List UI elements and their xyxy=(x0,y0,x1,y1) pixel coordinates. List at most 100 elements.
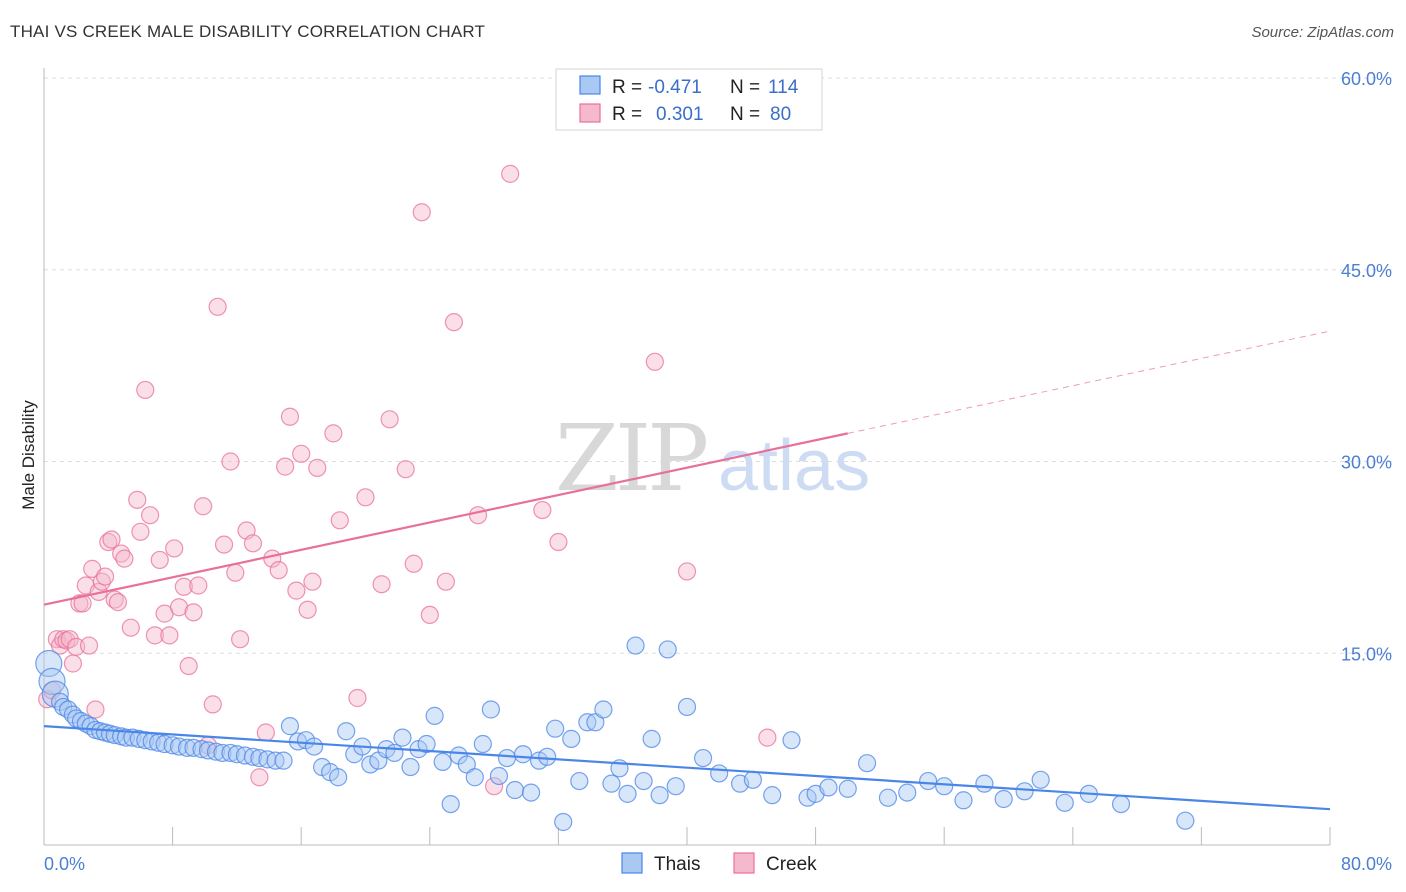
creek-point xyxy=(63,654,83,673)
thais-point xyxy=(481,700,500,719)
watermark: ZIP atlas xyxy=(555,405,870,512)
creek-point xyxy=(79,636,99,655)
creek-point xyxy=(287,581,306,600)
axes xyxy=(43,68,1331,846)
thais-point xyxy=(280,717,300,736)
creek-trend-extension xyxy=(847,330,1331,434)
creek-point xyxy=(160,626,179,645)
thais-point xyxy=(878,788,898,807)
thais-point xyxy=(116,728,136,747)
thais-point xyxy=(838,779,857,798)
thais-point xyxy=(634,771,653,791)
legend-r-value-creek: 0.301 xyxy=(656,104,704,125)
legend-swatch-thais xyxy=(579,75,601,95)
y-tick-labels: 15.0% 30.0% 45.0% 60.0% xyxy=(1341,69,1392,664)
creek-point xyxy=(396,460,415,479)
thais-point xyxy=(857,754,877,773)
legend-swatch-creek xyxy=(579,103,601,123)
thais-point xyxy=(489,766,509,786)
watermark-zip: ZIP xyxy=(555,405,706,512)
thais-point xyxy=(425,706,444,725)
chart-source: Source: ZipAtlas.com xyxy=(1251,24,1394,41)
x-tick-label-min: 0.0% xyxy=(44,854,85,874)
thais-point xyxy=(304,737,324,756)
creek-point xyxy=(412,203,431,222)
creek-point xyxy=(150,550,169,570)
legend-r-value-thais: -0.471 xyxy=(648,77,702,98)
creek-point xyxy=(231,630,250,649)
legend-n-value-thais: 114 xyxy=(768,77,799,98)
creek-point xyxy=(444,313,464,332)
thais-point xyxy=(994,789,1013,809)
creek-point xyxy=(250,768,269,787)
thais-point xyxy=(743,770,763,789)
thais-point xyxy=(505,780,525,800)
thais-point xyxy=(274,751,293,770)
thais-point xyxy=(1031,770,1050,789)
creek-point xyxy=(243,534,263,553)
creek-point xyxy=(189,576,208,595)
creek-point xyxy=(485,777,504,796)
thais-point xyxy=(1055,793,1074,812)
creek-point xyxy=(303,572,322,591)
thais-point xyxy=(693,748,713,768)
y-tick-label: 30.0% xyxy=(1341,453,1392,473)
bottom-legend: Thais Creek xyxy=(621,852,817,875)
creek-point xyxy=(221,452,240,471)
creek-point xyxy=(330,511,349,530)
thais-point xyxy=(1015,782,1034,801)
thais-point xyxy=(329,768,348,787)
thais-point xyxy=(919,771,938,791)
bottom-legend-label-thais: Thais xyxy=(654,854,700,875)
creek-point xyxy=(165,539,184,558)
creek-point xyxy=(194,497,213,516)
thais-point xyxy=(642,729,661,748)
thais-point xyxy=(562,729,581,748)
gridlines xyxy=(44,77,1392,654)
thais-point xyxy=(677,697,697,717)
thais-point xyxy=(650,786,669,805)
creek-point xyxy=(276,457,295,476)
creek-point xyxy=(108,593,128,612)
creek-point xyxy=(298,600,317,619)
legend-n-label-creek: N = xyxy=(730,104,760,125)
creek-point xyxy=(145,626,165,645)
x-tick-labels: 0.0% 80.0% xyxy=(44,854,1392,874)
creek-point xyxy=(102,530,121,549)
creek-point xyxy=(121,618,140,637)
creek-point xyxy=(501,164,520,183)
y-axis-title: Male Disability xyxy=(19,400,38,510)
thais-point xyxy=(497,748,517,768)
thais-point xyxy=(54,697,73,717)
thais-point xyxy=(975,774,994,793)
thais-point xyxy=(521,783,541,802)
creek-point xyxy=(226,563,245,582)
creek-point xyxy=(292,444,311,463)
thais-point xyxy=(570,771,589,791)
creek-point xyxy=(380,410,399,429)
creek-point xyxy=(208,297,227,316)
creek-point xyxy=(372,575,391,594)
creek-point xyxy=(404,554,423,573)
creek-point xyxy=(356,488,375,507)
watermark-atlas: atlas xyxy=(718,426,870,506)
thais-point xyxy=(782,731,801,750)
creek-point xyxy=(214,535,234,554)
creek-point xyxy=(140,506,160,525)
thais-point xyxy=(954,791,973,810)
creek-point xyxy=(92,572,111,591)
creek-point xyxy=(169,598,189,617)
thais-point xyxy=(618,784,637,803)
creek-point xyxy=(280,407,300,426)
thais-point xyxy=(666,777,685,796)
creek-point xyxy=(256,723,275,742)
thais-point xyxy=(433,752,452,772)
creek-point xyxy=(203,695,222,714)
creek-point xyxy=(99,532,118,552)
thais-point xyxy=(626,636,645,655)
thais-points xyxy=(35,636,1195,832)
thais-point xyxy=(163,736,182,755)
legend-n-label-thais: N = xyxy=(730,77,760,98)
y-tick-label: 45.0% xyxy=(1341,261,1392,281)
thais-point xyxy=(441,794,460,814)
